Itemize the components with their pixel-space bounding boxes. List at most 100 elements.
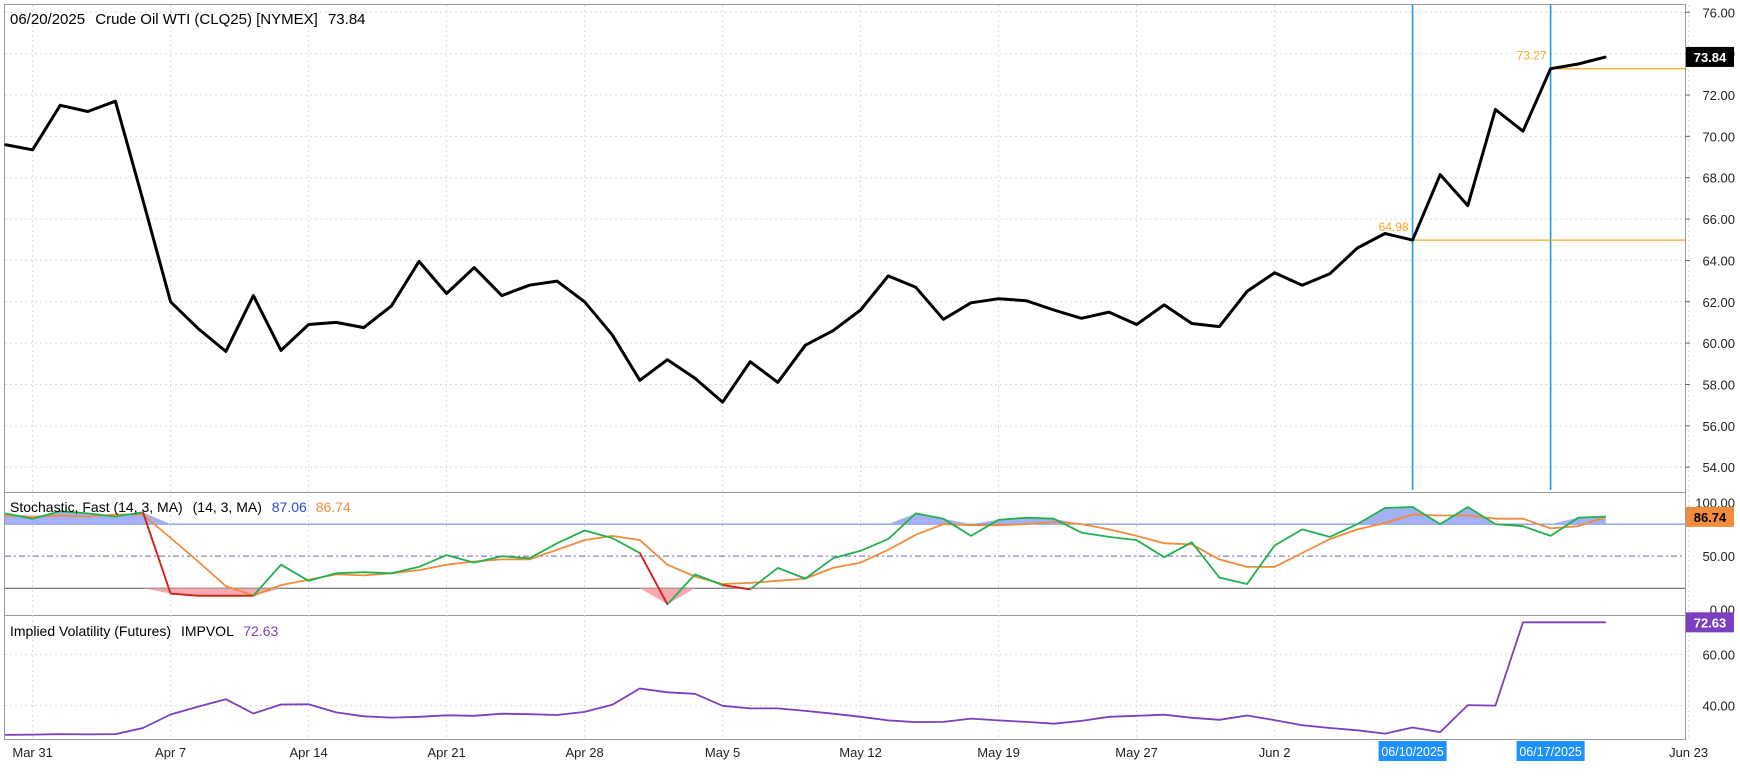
price-point [1411,239,1414,241]
date-marker-label: 06/17/2025 [1519,745,1582,759]
price-point [1080,317,1083,320]
price-point [280,349,282,352]
price-point [639,379,641,382]
price-point [528,284,531,287]
x-tick-label: Apr 7 [155,745,186,760]
header-last: 73.84 [328,11,366,28]
price-point [611,334,613,336]
y-tick-label: 70.00 [1702,129,1735,144]
price-point [142,199,144,202]
price-point [694,377,696,380]
level-label: 64.98 [1379,220,1409,234]
y-tick-label: 58.00 [1702,377,1735,392]
stoch-k-oversold-segment [170,592,199,597]
stoch-k-oversold-segment [722,584,751,591]
price-point [777,381,779,384]
x-tick-label: May 27 [1115,745,1158,760]
x-tick-label: Apr 14 [289,745,327,760]
price-point [749,360,751,363]
stoch-k-oversold-segment [639,552,669,605]
stochastic-legend: Stochastic, Fast (14, 3, MA) (14, 3, MA)… [10,499,351,515]
price-point [197,327,199,330]
price-point [1605,56,1607,58]
y-tick-label: 62.00 [1702,295,1735,310]
price-point [1301,284,1303,287]
series-layer [4,55,1607,736]
price-point [1494,108,1497,111]
impvol-line [4,621,1606,736]
x-tick-label: May 19 [977,745,1020,760]
price-point [666,358,669,361]
price-point [31,148,34,151]
stoch-overbought-fill [888,513,971,525]
price-point [1108,311,1110,313]
iv-legend-value: 72.63 [243,623,278,639]
y-tick-label: 54.00 [1702,460,1735,475]
price-point [942,318,945,321]
stoch-legend-name: Stochastic, Fast (14, 3, MA) [10,499,183,515]
price-point [1246,290,1248,293]
price-point [1273,272,1276,274]
price-point [1053,309,1055,311]
price-point [1329,273,1331,275]
y-tick-label: 56.00 [1702,419,1735,434]
price-point [225,350,227,353]
stoch-badge: 86.74 [1686,506,1734,527]
impvol-badge-text: 72.63 [1694,615,1727,630]
grid-layer [5,5,1690,739]
price-point [1356,247,1359,249]
price-point [418,260,420,263]
price-legend: 06/20/2025 Crude Oil WTI (CLQ25) [NYMEX]… [10,11,366,28]
price-point [501,294,503,297]
y-tick-label: 68.00 [1702,171,1735,186]
price-badge: 73.84 [1686,46,1734,67]
stoch-oversold-fill [639,588,695,605]
price-point [721,401,724,403]
price-point [997,297,1000,300]
y-tick-label: 60.00 [1702,336,1735,351]
iv-legend-name: Implied Volatility (Futures) [10,623,171,639]
price-point [1191,322,1193,325]
header-date: 06/20/2025 [10,11,85,28]
price-point [583,300,586,303]
stoch-k-oversold-segment [142,512,172,594]
price-pane [4,4,1686,493]
price-point [363,326,365,329]
price-point [804,344,807,346]
price-point [1549,67,1552,70]
iv-y-tick-label: 60.00 [1702,648,1735,663]
price-point [970,301,972,304]
y-tick-label: 66.00 [1702,212,1735,227]
price-point [1439,173,1441,176]
x-tick-label: May 5 [705,745,740,760]
iv-legend-short: IMPVOL [181,623,234,639]
x-tick-label: Jun 2 [1259,745,1291,760]
impvol-badge: 72.63 [1686,612,1734,633]
price-point [887,275,889,277]
stoch-k-line [4,506,1606,606]
date-marker-label-bg [1516,741,1585,761]
price-point [445,292,448,295]
impvol-pane [4,615,1686,740]
price-point [4,143,6,146]
price-point [252,294,255,297]
price-point [1522,130,1524,132]
x-tick-label: Jun 23 [1669,745,1708,760]
price-point [859,309,862,311]
x-tick-label: Mar 31 [12,745,52,760]
level-label: 73.27 [1517,49,1547,63]
price-point [1163,304,1165,306]
price-point [169,300,172,303]
price-point [832,329,834,332]
price-point [1384,232,1386,235]
x-tick-label: May 12 [839,745,882,760]
date-marker-label-bg [1378,741,1447,761]
price-point [390,305,393,307]
impvol-legend: Implied Volatility (Futures) IMPVOL 72.6… [10,623,278,639]
stoch-overbought-fill [1357,506,1441,525]
price-point [335,321,338,324]
price-point [1218,325,1221,328]
price-point [1135,323,1138,326]
iv-y-tick-label: 40.00 [1702,699,1735,714]
